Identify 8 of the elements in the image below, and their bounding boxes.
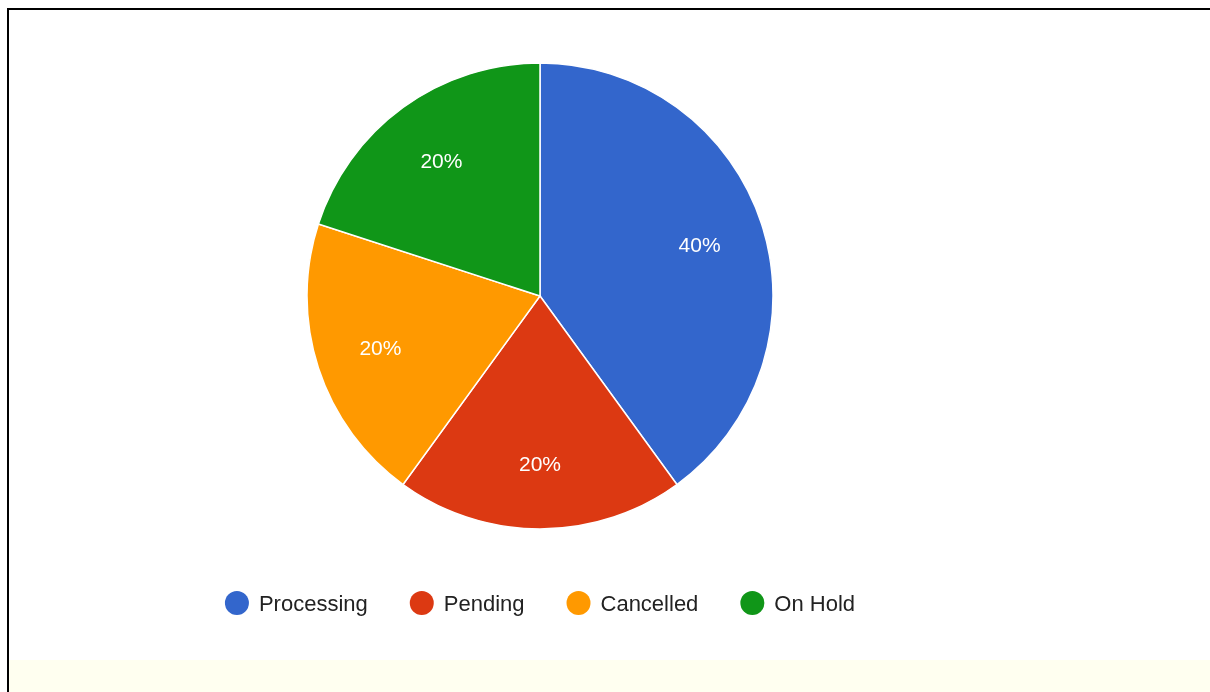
data-label: 20% [359,336,402,360]
legend-label: Cancelled [600,590,699,616]
legend-label: Processing [258,590,368,616]
data-label: 40% [678,232,721,256]
legend-label: Pending [443,590,525,616]
legend-label: On Hold [774,590,856,616]
data-label: 20% [518,452,562,476]
data-label: 20% [420,148,463,172]
